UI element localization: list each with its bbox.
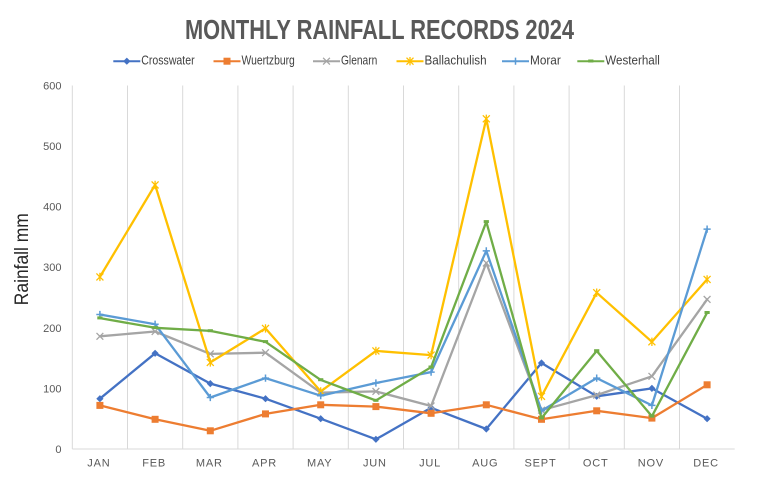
svg-text:100: 100 — [43, 383, 61, 395]
svg-text:Morar: Morar — [530, 54, 561, 68]
svg-text:300: 300 — [43, 262, 61, 274]
svg-text:Westerhall: Westerhall — [605, 54, 660, 68]
svg-text:500: 500 — [43, 141, 61, 153]
svg-text:SEPT: SEPT — [525, 458, 557, 470]
svg-text:AUG: AUG — [472, 458, 498, 470]
svg-text:JUL: JUL — [419, 458, 441, 470]
svg-text:JUN: JUN — [363, 458, 387, 470]
svg-text:Ballachulish: Ballachulish — [425, 54, 487, 68]
svg-text:APR: APR — [252, 458, 277, 470]
svg-text:MAR: MAR — [196, 458, 223, 470]
svg-text:600: 600 — [43, 81, 61, 93]
svg-text:NOV: NOV — [638, 458, 664, 470]
svg-text:JAN: JAN — [87, 458, 110, 470]
svg-text:0: 0 — [55, 444, 61, 456]
svg-text:200: 200 — [43, 323, 61, 335]
svg-text:MAY: MAY — [307, 458, 332, 470]
svg-text:MONTHLY RAINFALL RECORDS 2024: MONTHLY RAINFALL RECORDS 2024 — [185, 14, 575, 45]
svg-text:Wuertzburg: Wuertzburg — [242, 54, 295, 68]
svg-text:Rainfall mm: Rainfall mm — [12, 213, 33, 305]
svg-text:400: 400 — [43, 202, 61, 214]
svg-text:OCT: OCT — [583, 458, 609, 470]
svg-text:Crosswater: Crosswater — [141, 54, 194, 68]
svg-text:FEB: FEB — [142, 458, 166, 470]
svg-text:DEC: DEC — [693, 458, 719, 470]
svg-text:Glenarn: Glenarn — [341, 54, 377, 68]
